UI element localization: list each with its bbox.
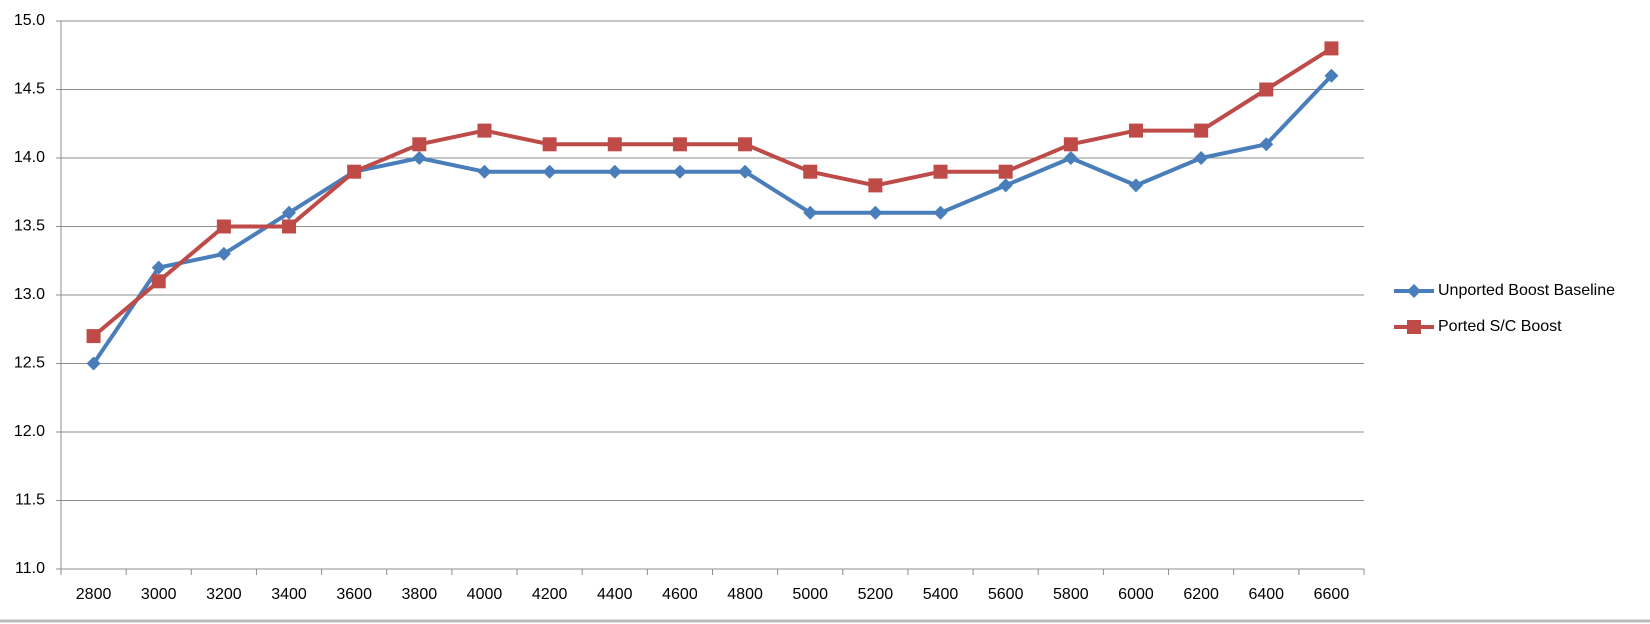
series-line xyxy=(91,74,1333,365)
x-tick-label: 4600 xyxy=(662,586,698,603)
marker xyxy=(86,356,101,371)
series-line xyxy=(92,46,1333,338)
legend-label: Unported Boost Baseline xyxy=(1438,282,1615,299)
marker xyxy=(607,137,622,152)
x-tick-label: 5400 xyxy=(923,586,959,603)
marker xyxy=(1407,320,1421,334)
marker xyxy=(998,178,1013,193)
marker xyxy=(542,164,557,179)
y-tick-label: 11.0 xyxy=(15,560,45,577)
x-tick-label: 6000 xyxy=(1118,586,1154,603)
marker xyxy=(1259,82,1274,97)
marker xyxy=(738,137,753,152)
y-tick-label: 13.0 xyxy=(14,286,45,303)
marker xyxy=(1259,137,1274,152)
y-tick-label: 15.0 xyxy=(14,12,45,29)
x-tick-label: 5600 xyxy=(988,586,1024,603)
marker xyxy=(282,219,297,234)
legend-label: Ported S/C Boost xyxy=(1438,318,1562,335)
x-tick-label: 4200 xyxy=(532,586,568,603)
x-tick-label: 5200 xyxy=(858,586,894,603)
marker xyxy=(1194,151,1209,165)
marker xyxy=(803,205,818,220)
marker xyxy=(1324,68,1339,83)
marker xyxy=(998,164,1013,179)
x-tick-label: 5800 xyxy=(1053,586,1089,603)
x-tick-label: 3600 xyxy=(336,586,372,603)
marker xyxy=(607,164,622,179)
marker xyxy=(1324,41,1339,56)
marker xyxy=(412,151,427,165)
marker xyxy=(1063,151,1078,165)
marker xyxy=(868,178,883,193)
x-tick-label: 4000 xyxy=(467,586,503,603)
marker xyxy=(412,137,427,152)
y-tick-label: 14.0 xyxy=(14,149,45,166)
x-tick-label: 6600 xyxy=(1314,586,1350,603)
marker xyxy=(1063,137,1078,152)
y-tick-label: 13.5 xyxy=(14,218,45,235)
y-tick-label: 11.5 xyxy=(15,492,45,509)
marker xyxy=(86,329,101,344)
marker xyxy=(803,164,818,179)
marker xyxy=(542,137,557,152)
x-tick-label: 3200 xyxy=(206,586,242,603)
x-tick-label: 6200 xyxy=(1183,586,1219,603)
x-tick-label: 5000 xyxy=(792,586,828,603)
marker xyxy=(1407,284,1421,298)
x-tick-label: 4400 xyxy=(597,586,633,603)
marker xyxy=(477,164,492,179)
y-tick-label: 12.0 xyxy=(14,423,45,440)
x-tick-label: 3000 xyxy=(141,586,177,603)
x-tick-label: 4800 xyxy=(727,586,763,603)
marker xyxy=(672,137,687,152)
marker xyxy=(347,164,362,179)
marker xyxy=(933,205,948,220)
marker xyxy=(738,164,753,179)
marker xyxy=(282,205,297,220)
x-tick-label: 3400 xyxy=(271,586,307,603)
marker xyxy=(1128,178,1143,193)
marker xyxy=(151,260,166,275)
marker xyxy=(1128,123,1143,138)
x-tick-label: 6400 xyxy=(1248,586,1284,603)
marker xyxy=(151,274,166,289)
marker xyxy=(868,205,883,220)
marker xyxy=(216,246,231,261)
marker xyxy=(933,164,948,179)
marker xyxy=(216,219,231,234)
marker xyxy=(672,164,687,179)
y-tick-label: 12.5 xyxy=(14,355,45,372)
x-tick-label: 3800 xyxy=(402,586,438,603)
x-tick-label: 2800 xyxy=(76,586,112,603)
marker xyxy=(477,123,492,138)
marker xyxy=(1194,123,1209,138)
y-tick-label: 14.5 xyxy=(14,81,45,98)
